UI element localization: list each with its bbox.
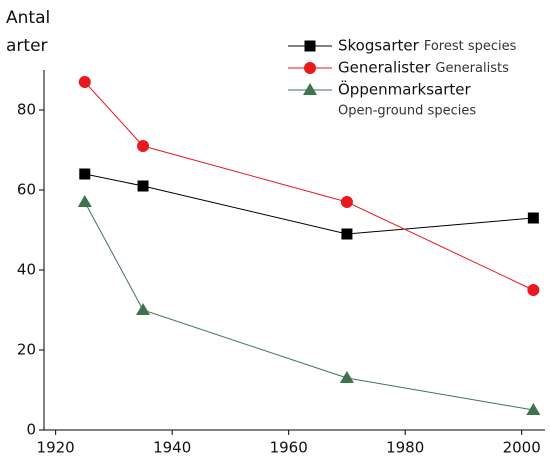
series-line xyxy=(84,201,534,411)
marker xyxy=(137,140,150,152)
legend-label: Skogsarter Forest species xyxy=(338,37,517,55)
x-tick-label: 2000 xyxy=(503,439,541,457)
y-axis-label: Antal xyxy=(6,8,50,28)
marker xyxy=(339,371,354,383)
x-tick-label: 1980 xyxy=(386,439,424,457)
legend-translation: Open-ground species xyxy=(338,104,476,119)
legend-translation: Forest species xyxy=(424,39,517,54)
y-tick-label: 60 xyxy=(17,181,36,199)
series-line xyxy=(84,81,534,291)
y-tick-label: 40 xyxy=(17,261,36,279)
y-tick-label: 20 xyxy=(17,341,36,359)
x-tick-label: 1960 xyxy=(270,439,308,457)
marker xyxy=(78,76,91,88)
legend-label: Generalister Generalists xyxy=(338,59,509,77)
series-line xyxy=(84,173,534,235)
marker xyxy=(340,196,353,208)
marker xyxy=(79,168,91,180)
marker xyxy=(77,195,92,207)
marker xyxy=(303,83,317,95)
marker xyxy=(304,40,316,52)
y-tick-label: 80 xyxy=(17,101,36,119)
marker xyxy=(341,228,353,240)
marker xyxy=(527,212,539,224)
marker xyxy=(527,284,540,296)
y-axis-label: arter xyxy=(6,36,48,56)
marker xyxy=(136,303,151,315)
marker xyxy=(526,403,541,415)
legend-label: Öppenmarksarter xyxy=(338,80,472,99)
y-tick-label: 0 xyxy=(26,421,36,439)
x-tick-label: 1920 xyxy=(37,439,75,457)
marker xyxy=(137,180,149,192)
legend-translation: Generalists xyxy=(435,61,509,76)
marker xyxy=(304,62,316,74)
x-tick-label: 1940 xyxy=(153,439,191,457)
